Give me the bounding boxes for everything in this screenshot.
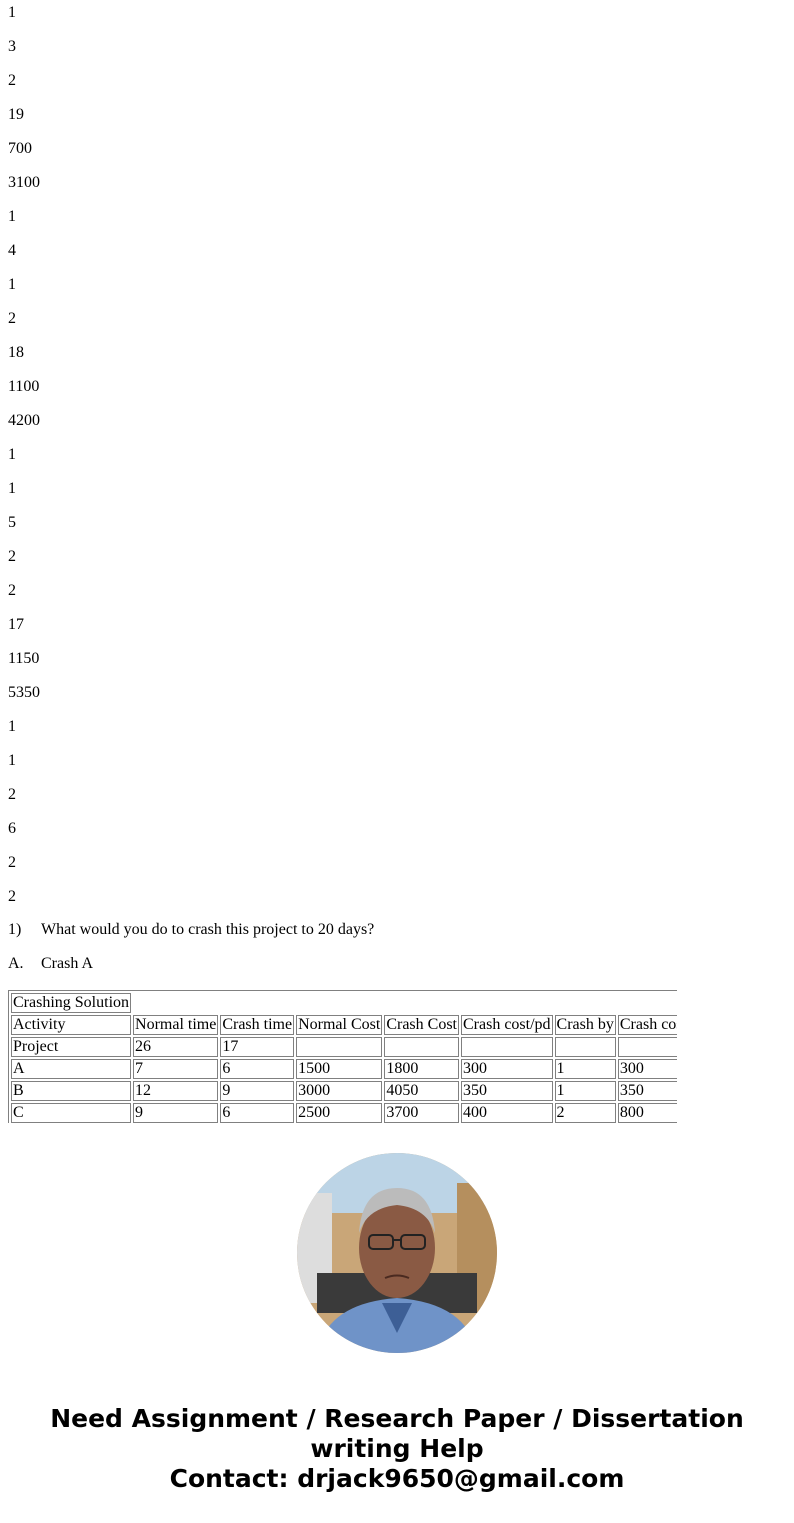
number-line: 1: [8, 446, 16, 463]
empty-cell: [617, 1037, 677, 1057]
number-line: 3100: [8, 174, 40, 191]
table-row: Project 26 17: [11, 1037, 677, 1057]
table-cell: 300: [617, 1059, 677, 1079]
table-cell: 350: [460, 1081, 553, 1101]
number-line: 5350: [8, 684, 40, 701]
number-line: 19: [8, 106, 24, 123]
table-cell: 6: [220, 1103, 295, 1123]
table-cell: 300: [460, 1059, 553, 1079]
empty-cell: [384, 1037, 459, 1057]
number-line: 4200: [8, 412, 40, 429]
table-caption: Crashing Solution: [11, 993, 132, 1013]
number-line: 700: [8, 140, 32, 157]
number-line: 17: [8, 616, 24, 633]
answer: A. Crash A: [8, 955, 93, 973]
header-cell: Crash by: [554, 1015, 616, 1035]
header-cell: Crash time: [220, 1015, 295, 1035]
number-line: 2: [8, 854, 16, 871]
table-cell: 1: [554, 1059, 616, 1079]
header-cell: Activity: [11, 1015, 132, 1035]
table-cell: 12: [133, 1081, 219, 1101]
table-cell: 6: [220, 1059, 295, 1079]
number-line: 2: [8, 548, 16, 565]
number-line: 2: [8, 786, 16, 803]
table-container: Crashing Solution Activity Normal time Cras…: [8, 990, 677, 1123]
table-cell: 17: [220, 1037, 295, 1057]
table-cell: B: [11, 1081, 132, 1101]
table-cell: 350: [617, 1081, 677, 1101]
number-line: 1: [8, 4, 16, 21]
table-cell: 1500: [296, 1059, 383, 1079]
number-line: 18: [8, 344, 24, 361]
answer-text: Crash A: [41, 955, 93, 972]
footer-line: Need Assignment / Research Paper / Disse…: [50, 1404, 744, 1463]
table-cell: Project: [11, 1037, 132, 1057]
table-cell: 7: [133, 1059, 219, 1079]
number-line: 1: [8, 276, 16, 293]
answer-label: A.: [8, 955, 24, 972]
empty-cell: [554, 1037, 616, 1057]
author-photo: [297, 1153, 497, 1353]
question-number: 1): [8, 921, 22, 938]
empty-cell: [460, 1037, 553, 1057]
header-cell: Crash cost: [617, 1015, 677, 1035]
header-cell: Normal time: [133, 1015, 219, 1035]
number-line: 1: [8, 718, 16, 735]
table-cell: 3000: [296, 1081, 383, 1101]
table-row: A 7 6 1500 1800 300 1 300: [11, 1059, 677, 1079]
question: 1) What would you do to crash this projec…: [8, 921, 374, 939]
number-line: 1: [8, 208, 16, 225]
number-line: 4: [8, 242, 16, 259]
table-cell: 1800: [384, 1059, 459, 1079]
table-row: B 12 9 3000 4050 350 1 350: [11, 1081, 677, 1101]
number-line: 2: [8, 888, 16, 905]
table-cell: 9: [220, 1081, 295, 1101]
number-line: 2: [8, 310, 16, 327]
header-cell: Crash cost/pd: [460, 1015, 553, 1035]
number-line: 3: [8, 38, 16, 55]
empty-cell: [296, 1037, 383, 1057]
number-line: 1: [8, 480, 16, 497]
table-cell: C: [11, 1103, 132, 1123]
header-cell: Normal Cost: [296, 1015, 383, 1035]
table-cell: 800: [617, 1103, 677, 1123]
table-cell: 2: [554, 1103, 616, 1123]
table-cell: 26: [133, 1037, 219, 1057]
table-cell: A: [11, 1059, 132, 1079]
table-cell: 9: [133, 1103, 219, 1123]
header-row: Activity Normal time Crash time Normal Cost…: [11, 1015, 677, 1035]
header-cell: Crash Cost: [384, 1015, 459, 1035]
footer-contact: Contact: drjack9650@gmail.com: [169, 1464, 625, 1493]
table-row: C 9 6 2500 3700 400 2 800: [11, 1103, 677, 1123]
table-cell: 4050: [384, 1081, 459, 1101]
table-cell: 1: [554, 1081, 616, 1101]
number-line: 1150: [8, 650, 40, 667]
number-line: 2: [8, 72, 16, 89]
table-cell: 2500: [296, 1103, 383, 1123]
number-line: 2: [8, 582, 16, 599]
caption-row: Crashing Solution: [11, 993, 677, 1013]
crashing-table: Crashing Solution Activity Normal time Cras…: [8, 990, 677, 1123]
number-line: 1100: [8, 378, 40, 395]
number-line: 5: [8, 514, 16, 531]
number-line: 6: [8, 820, 16, 837]
footer: Need Assignment / Research Paper / Disse…: [17, 1404, 777, 1494]
question-text: What would you do to crash this project …: [41, 921, 375, 938]
table-cell: 400: [460, 1103, 553, 1123]
number-line: 1: [8, 752, 16, 769]
table-cell: 3700: [384, 1103, 459, 1123]
